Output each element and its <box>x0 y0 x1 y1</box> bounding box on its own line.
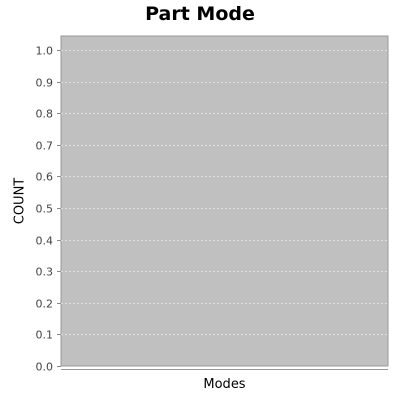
y-tick-label: 0.4 <box>36 235 54 248</box>
y-tick-label: 0.8 <box>36 108 54 121</box>
y-tick-label: 0.7 <box>36 140 54 153</box>
y-tick-label: 0.5 <box>36 203 54 216</box>
plot-area <box>60 35 389 367</box>
y-tick-label: 0.3 <box>36 266 54 279</box>
y-tick-label: 0.6 <box>36 171 54 184</box>
y-tick-label: 0.2 <box>36 298 54 311</box>
x-axis-label: Modes <box>203 377 246 392</box>
y-tick-label: 0.0 <box>36 361 54 374</box>
chart-title: Part Mode <box>145 3 255 25</box>
y-tick-label: 1.0 <box>36 45 54 58</box>
y-tick-label: 0.9 <box>36 77 54 90</box>
y-axis-ticks: 0.0 0.1 0.2 0.3 0.4 0.5 0.6 0.7 0.8 0.9 1.0 <box>36 45 61 374</box>
y-tick-label: 0.1 <box>36 329 54 342</box>
grid-lines <box>61 50 388 335</box>
